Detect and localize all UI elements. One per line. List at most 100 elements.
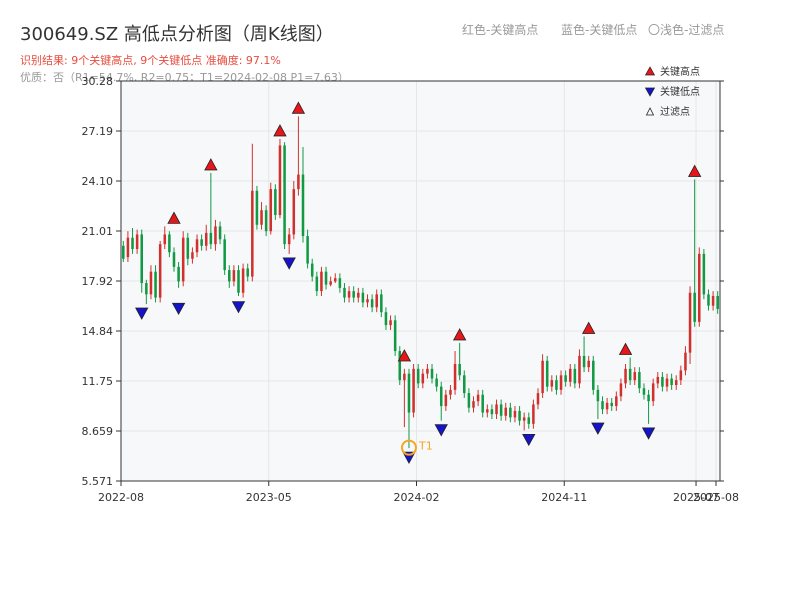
candle-body xyxy=(324,271,328,285)
key-high-marker xyxy=(291,101,306,114)
candle-body xyxy=(702,253,706,295)
y-tick-label: 27.19 xyxy=(82,125,114,138)
hint-red-high: 红色-关键高点 xyxy=(462,23,539,37)
candle-body xyxy=(449,389,452,395)
candle-body xyxy=(693,292,696,322)
candle-body xyxy=(214,226,217,245)
candle-body xyxy=(619,383,623,397)
t1-label: T1 xyxy=(418,440,433,453)
candle-body xyxy=(476,394,480,402)
candle-body xyxy=(624,368,627,384)
candle-body xyxy=(651,383,655,402)
candle-body xyxy=(352,291,355,298)
candle-body xyxy=(283,145,286,245)
legend-filtered-icon xyxy=(645,107,655,116)
candle-body xyxy=(697,253,701,322)
candle-body xyxy=(200,239,203,246)
candle-body xyxy=(163,234,167,245)
x-tick-label: 2025-08 xyxy=(693,491,739,504)
candle-body xyxy=(357,292,360,298)
candle-body xyxy=(707,294,710,306)
key-high-marker xyxy=(618,342,633,355)
candle-body xyxy=(453,363,457,390)
candle-body xyxy=(246,268,249,277)
candle-body xyxy=(711,295,715,306)
candle-body xyxy=(573,368,577,384)
candle-body xyxy=(582,355,586,368)
key-low-marker xyxy=(171,302,186,316)
candle-body xyxy=(320,271,323,292)
candle-body xyxy=(297,174,300,190)
candle-body xyxy=(522,417,526,421)
legend-low-icon xyxy=(644,87,656,97)
candle-body xyxy=(545,360,549,387)
candle-body xyxy=(195,239,199,253)
candle-body xyxy=(264,210,268,232)
candle-body xyxy=(343,287,346,298)
candle-body xyxy=(684,352,687,371)
candle-body xyxy=(315,276,319,292)
key-high-marker xyxy=(687,164,702,177)
candle-body xyxy=(301,174,305,237)
candle-body xyxy=(218,226,222,240)
candle-body xyxy=(241,268,245,293)
candle-body xyxy=(306,236,309,264)
candle-body xyxy=(347,291,351,298)
hint-light-filtered: 〇浅色-过滤点 xyxy=(648,23,725,37)
candle-body xyxy=(412,368,415,413)
candle-body xyxy=(670,378,673,386)
key-high-marker xyxy=(397,349,412,362)
candle-body xyxy=(495,404,498,415)
candle-body xyxy=(292,189,296,235)
key-high-marker xyxy=(452,328,467,341)
candle-body xyxy=(439,386,443,407)
candle-body xyxy=(426,368,429,374)
candle-body xyxy=(550,380,554,387)
candle-body xyxy=(260,210,263,225)
legend-label: 关键高点 xyxy=(660,65,700,78)
candle-body xyxy=(366,299,369,303)
x-tick-label: 2022-08 xyxy=(98,491,144,504)
candle-body xyxy=(638,372,641,389)
candle-body xyxy=(274,189,277,216)
candle-body xyxy=(416,368,420,384)
candle-body xyxy=(688,292,692,353)
key-low-marker xyxy=(641,427,656,440)
candle-body xyxy=(310,263,314,277)
candle-body xyxy=(375,294,378,308)
axes: 5.571 8.659 11.75 14.84 17.92 21.01 24.10 27.19… xyxy=(82,75,739,504)
key-low-marker xyxy=(522,433,536,447)
candle-body xyxy=(172,252,176,267)
candle-body xyxy=(628,368,632,381)
candle-body xyxy=(642,388,646,395)
candle-body xyxy=(564,375,567,382)
candle-body xyxy=(232,270,236,282)
candle-body xyxy=(555,380,558,390)
key-high-marker xyxy=(204,158,218,171)
candle-body xyxy=(716,295,719,309)
candle-body xyxy=(122,245,125,259)
key-low-marker xyxy=(231,301,246,314)
candle-body xyxy=(421,373,425,384)
candle-body xyxy=(278,145,282,216)
candle-body xyxy=(329,281,332,285)
candle-body xyxy=(647,394,650,402)
candle-body xyxy=(158,244,162,298)
candle-body xyxy=(679,370,683,381)
candle-body xyxy=(384,312,388,326)
key-low-marker xyxy=(591,422,605,435)
candle-body xyxy=(186,237,190,259)
candle-body xyxy=(592,360,595,390)
markers: T1 xyxy=(135,101,702,464)
legend-label: 过滤点 xyxy=(660,105,690,118)
candle-body xyxy=(403,373,406,381)
y-tick-label: 24.10 xyxy=(82,175,114,188)
candle-body xyxy=(605,402,609,410)
candle-body xyxy=(177,266,180,282)
legend-label: 关键低点 xyxy=(660,85,700,98)
candle-body xyxy=(204,232,208,246)
candle-body xyxy=(393,320,397,352)
candle-body xyxy=(559,375,563,390)
candle-body xyxy=(191,252,194,259)
candle-body xyxy=(255,190,259,225)
